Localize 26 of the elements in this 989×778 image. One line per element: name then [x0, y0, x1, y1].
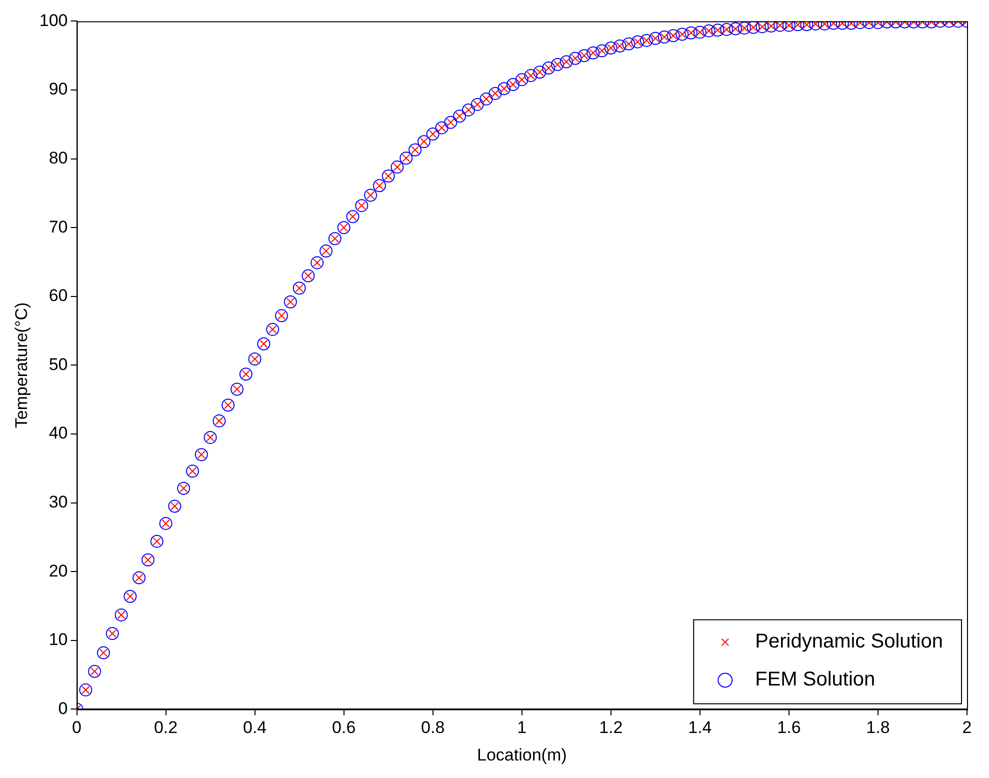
- y-tick-label: 60: [48, 286, 68, 306]
- legend-label: FEM Solution: [755, 668, 876, 691]
- y-axis-title: Temperature(°C): [12, 302, 31, 428]
- x-tick-label: 0.8: [421, 718, 445, 738]
- x-tick-label: 1.2: [599, 718, 623, 738]
- legend-label: Peridynamic Solution: [755, 630, 944, 653]
- y-tick-label: 10: [48, 630, 68, 650]
- x-tick-label: 1.4: [688, 718, 712, 738]
- x-tick-label: 0: [72, 718, 82, 738]
- x-tick-label: 0.6: [332, 718, 356, 738]
- y-tick-label: 40: [48, 424, 68, 443]
- y-tick-label: 30: [48, 492, 68, 512]
- x-tick-label: 0.4: [242, 718, 267, 738]
- y-tick-label: 90: [48, 80, 68, 99]
- x-tick-label: 0.2: [154, 718, 178, 738]
- x-tick-label: 1.6: [777, 718, 801, 738]
- y-tick-label: 0: [58, 698, 68, 718]
- x-tick-label: 1.8: [866, 718, 890, 738]
- y-tick-label: 100: [39, 10, 68, 30]
- y-tick-label: 80: [48, 148, 68, 168]
- y-tick-label: 20: [48, 561, 68, 580]
- x-axis-title: Location(m): [477, 745, 567, 764]
- y-tick-label: 50: [48, 354, 68, 374]
- y-tick-label: 70: [48, 217, 68, 236]
- x-tick-label: 1: [517, 718, 527, 738]
- x-tick-label: 2: [962, 718, 972, 738]
